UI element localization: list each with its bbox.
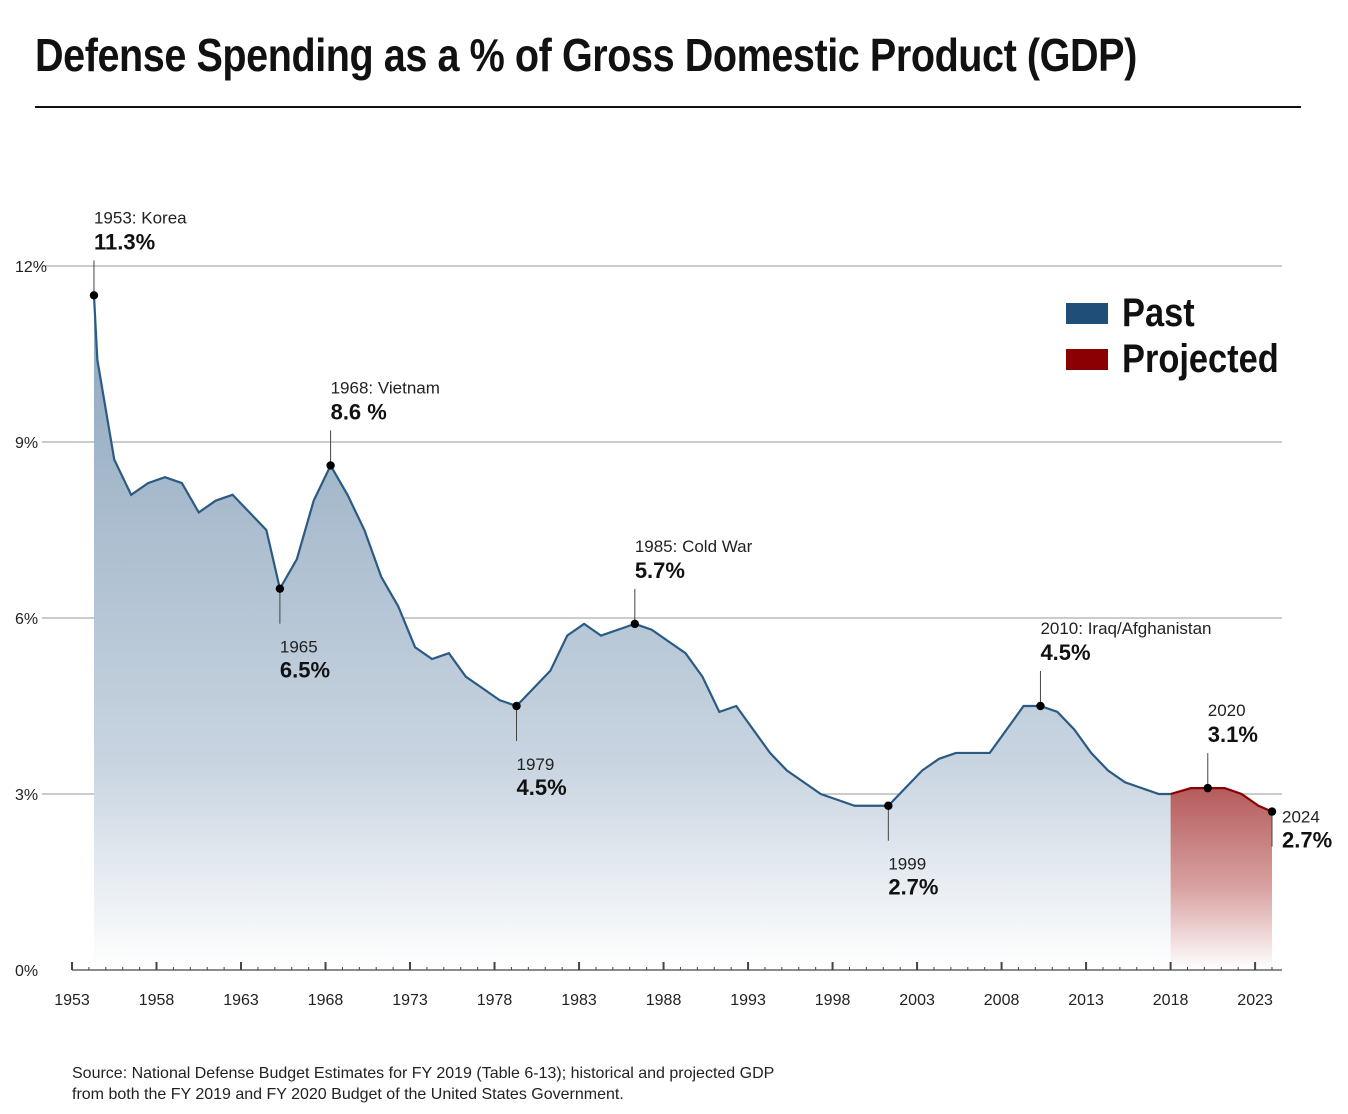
y-tick-label: 12%: [15, 259, 47, 276]
source-line-1: Source: National Defense Budget Estimate…: [72, 1065, 775, 1082]
legend-item-projected: Projected: [1066, 336, 1304, 382]
x-tick-label: 1963: [223, 992, 259, 1009]
legend-item-past: Past: [1066, 290, 1304, 336]
x-tick-label: 1993: [730, 992, 766, 1009]
annotation-label: 1953: Korea: [94, 208, 187, 227]
x-axis: 1953 1958 1963 1968 1973 1978 1983 1988 1993 1998…: [54, 962, 1282, 1009]
annotation-label: 1999: [888, 855, 926, 874]
annotation-value: 2.7%: [1282, 828, 1332, 853]
data-point-marker: [1036, 701, 1045, 711]
area-series: [92, 295, 1273, 970]
source-note: Source: National Defense Budget Estimate…: [72, 1063, 892, 1105]
y-tick-label: 3%: [15, 787, 38, 804]
data-point-marker: [512, 701, 521, 711]
source-line-2: from both the FY 2019 and FY 2020 Budget…: [72, 1086, 624, 1103]
x-tick-label: 2008: [984, 992, 1020, 1009]
y-tick-label: 6%: [15, 611, 38, 628]
annotation-label: 1979: [517, 755, 555, 774]
annotation-label: 2024: [1282, 808, 1320, 827]
data-point-marker: [326, 461, 335, 470]
x-tick-label: 2018: [1153, 992, 1189, 1009]
annotation-label: 1968: Vietnam: [331, 378, 440, 397]
y-tick-label: 0%: [15, 963, 38, 980]
x-tick-label: 2013: [1068, 992, 1104, 1009]
x-tick-label: 1983: [561, 992, 597, 1009]
annotation-label: 2020: [1208, 701, 1246, 720]
projected-line: [1170, 787, 1273, 813]
annotation-value: 2.7%: [888, 875, 938, 900]
legend-label-projected: Projected: [1122, 336, 1279, 381]
data-point-marker: [630, 619, 640, 629]
data-point-marker: [1203, 783, 1212, 793]
past-area: [93, 295, 1171, 970]
y-tick-label: 9%: [15, 435, 38, 452]
x-tick-label: 1978: [477, 992, 513, 1009]
x-tick-label: 2003: [899, 992, 935, 1009]
annotations: 1953: Korea 11.3% 1968: Vietnam 8.6 % 19656.…: [89, 208, 1332, 900]
annotation-value: 3.1%: [1208, 722, 1258, 747]
x-tick-label: 1988: [646, 992, 682, 1009]
annotation-value: 6.5%: [280, 658, 330, 683]
y-axis: 0% 3% 6% 9% 12%: [15, 259, 47, 980]
data-point-marker: [884, 801, 893, 810]
x-tick-label: 2023: [1237, 992, 1273, 1009]
annotation-label: 1985: Cold War: [635, 537, 753, 556]
data-point-marker: [275, 584, 285, 593]
annotation-label: 2010: Iraq/Afghanistan: [1040, 619, 1211, 638]
legend-swatch-past: [1066, 302, 1108, 324]
annotation-value: 4.5%: [1040, 640, 1090, 665]
data-point-marker: [89, 291, 99, 300]
x-tick-label: 1953: [54, 992, 90, 1009]
x-tick-label: 1973: [392, 992, 428, 1009]
x-tick-label: 1958: [139, 992, 175, 1009]
annotation-value: 11.3%: [94, 229, 155, 254]
past-line: [92, 295, 1171, 807]
annotation-value: 4.5%: [517, 775, 567, 800]
projected-area: [1170, 788, 1272, 970]
chart-title: Defense Spending as a % of Gross Domesti…: [35, 29, 1137, 81]
x-tick-label: 1998: [815, 992, 851, 1009]
legend: Past Projected: [1066, 290, 1304, 382]
legend-label-past: Past: [1122, 290, 1195, 335]
data-point-marker: [1267, 807, 1277, 816]
annotation-value: 5.7%: [635, 558, 685, 583]
annotation-label: 1965: [280, 638, 318, 657]
title-divider: [35, 106, 1301, 108]
x-tick-label: 1968: [308, 992, 344, 1009]
annotation-value: 8.6 %: [331, 399, 387, 424]
legend-swatch-projected: [1066, 348, 1108, 370]
